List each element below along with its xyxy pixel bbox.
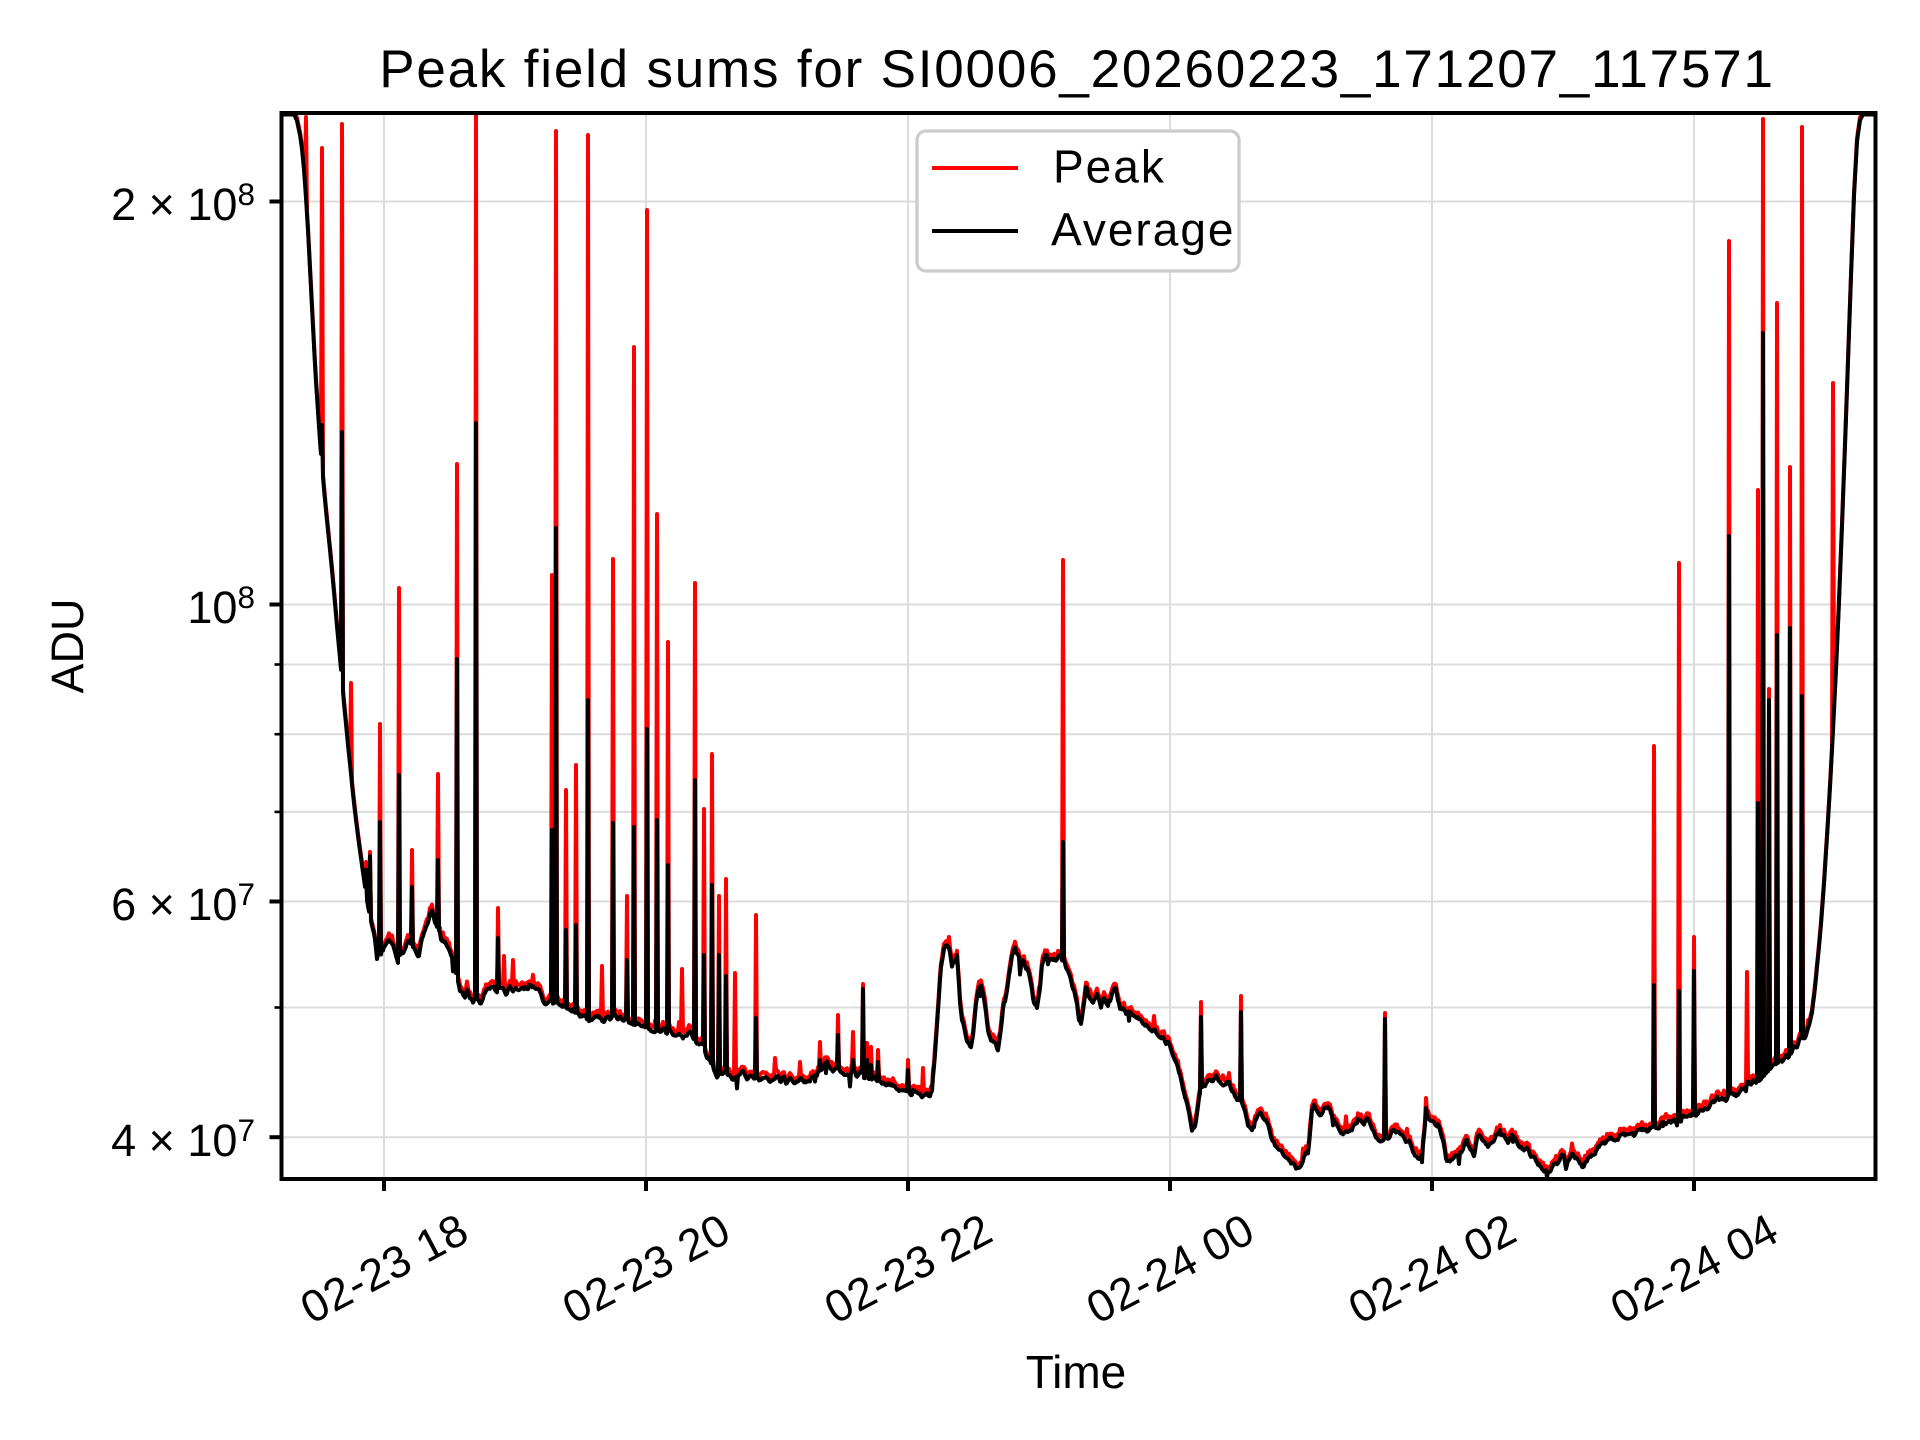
svg-text:Peak: Peak — [1053, 141, 1166, 193]
svg-text:Peak field sums for SI0006_202: Peak field sums for SI0006_20260223_1712… — [379, 40, 1775, 99]
svg-text:108: 108 — [187, 579, 255, 633]
svg-text:4 × 107: 4 × 107 — [111, 1112, 255, 1166]
svg-text:6 × 107: 6 × 107 — [111, 876, 255, 930]
svg-text:Average: Average — [1051, 204, 1236, 256]
svg-text:2 × 108: 2 × 108 — [111, 176, 255, 230]
svg-text:Time: Time — [1026, 1346, 1127, 1398]
svg-text:ADU: ADU — [42, 598, 93, 693]
